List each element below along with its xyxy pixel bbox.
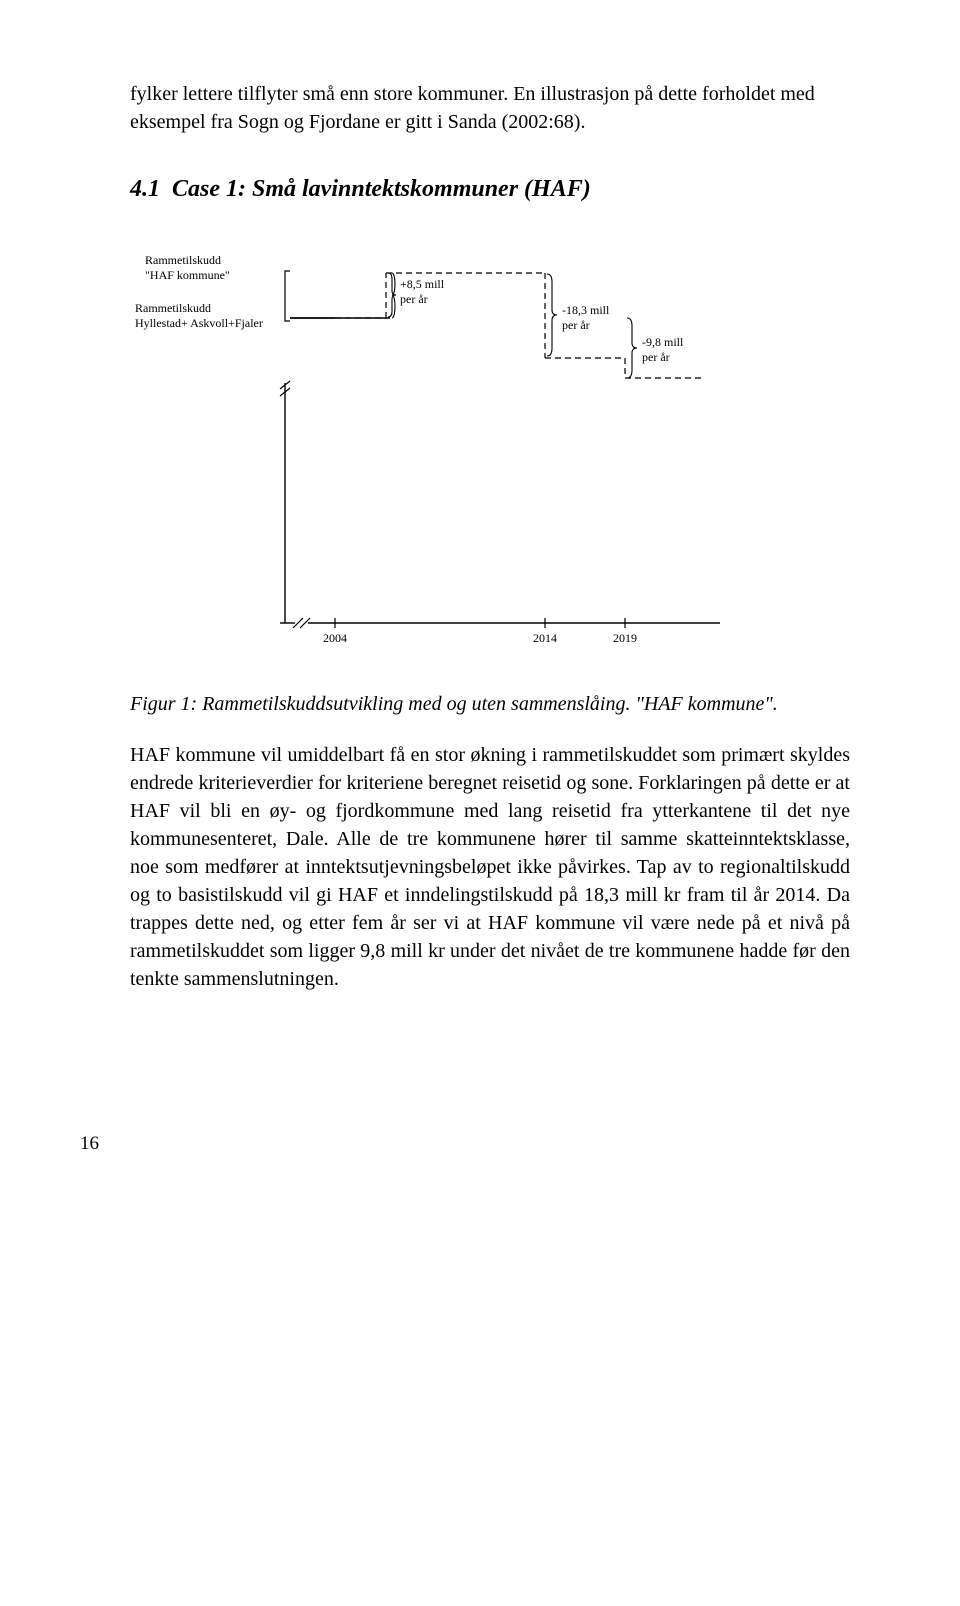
brace2 bbox=[547, 274, 557, 356]
section-number: 4.1 bbox=[130, 176, 160, 202]
annot-minus-18-3: -18,3 mill per år bbox=[562, 303, 609, 333]
section-title: Case 1: Små lavinntektskommuner (HAF) bbox=[172, 176, 591, 202]
xtick-label-2004: 2004 bbox=[323, 631, 347, 646]
annot-plus-8-5: +8,5 mill per år bbox=[400, 277, 444, 307]
rammetilskudd-step-chart: Rammetilskudd "HAF kommune" Rammetilskud… bbox=[130, 243, 770, 663]
label-haf-kommune: Rammetilskudd "HAF kommune" bbox=[145, 253, 230, 283]
brace3 bbox=[627, 318, 637, 378]
body-paragraph: HAF kommune vil umiddelbart få en stor ø… bbox=[130, 741, 850, 993]
annot-minus-9-8: -9,8 mill per år bbox=[642, 335, 683, 365]
xtick-label-2014: 2014 bbox=[533, 631, 557, 646]
left-bracket bbox=[285, 271, 290, 321]
xtick-label-2019: 2019 bbox=[613, 631, 637, 646]
section-heading: 4.1 Case 1: Små lavinntektskommuner (HAF… bbox=[130, 176, 850, 203]
label-baseline: Rammetilskudd Hyllestad+ Askvoll+Fjaler bbox=[135, 301, 263, 331]
helper bbox=[290, 273, 386, 318]
page-number: 16 bbox=[80, 1133, 850, 1155]
page-container: fylker lettere tilflyter små enn store k… bbox=[0, 0, 960, 1195]
figure-caption: Figur 1: Rammetilskuddsutvikling med og … bbox=[130, 693, 850, 716]
intro-paragraph: fylker lettere tilflyter små enn store k… bbox=[130, 80, 850, 136]
